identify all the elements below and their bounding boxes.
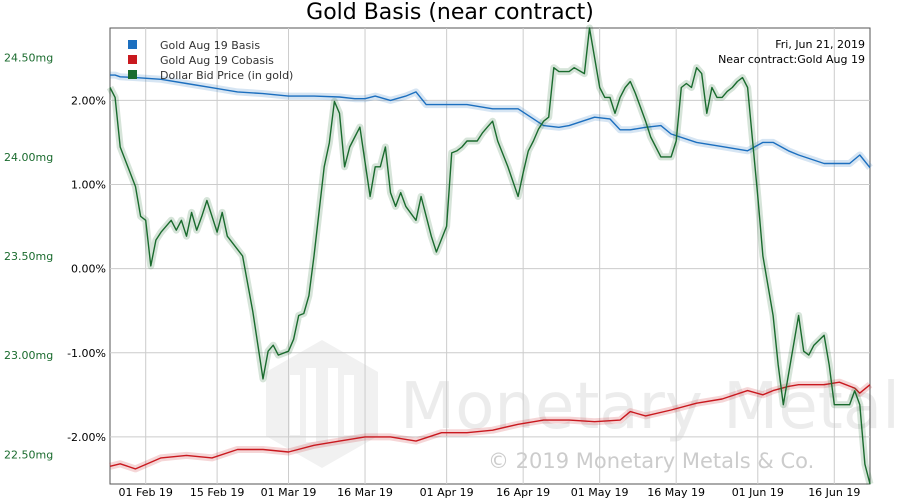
legend: Gold Aug 19 Basis Gold Aug 19 Cobasis Doll… [128,39,293,82]
watermark-logo-icon [266,340,378,468]
legend-label: Gold Aug 19 Cobasis [160,54,274,67]
left-axis-tick-label: 24.00mg [4,151,53,164]
x-axis-tick-label: 16 May 19 [647,486,705,499]
chart-title: Gold Basis (near contract) [306,0,594,25]
series-line [110,74,871,169]
x-axis: 01 Feb 19 15 Feb 19 01 Mar 19 16 Mar 19 01 A… [118,486,860,499]
series-2 [106,24,874,485]
annotation-date: Fri, Jun 21, 2019 [775,38,865,51]
legend-label: Dollar Bid Price (in gold) [160,69,293,82]
series-line [109,27,871,485]
series-0 [110,71,873,170]
watermark-copyright: © 2019 Monetary Metals & Co. [488,449,814,473]
x-axis-tick-label: 16 Apr 19 [496,486,550,499]
legend-swatch [128,40,137,49]
right-axis-tick-label: 2.00% [71,94,106,107]
annotation-contract: Near contract:Gold Aug 19 [718,53,865,66]
x-axis-tick-label: 01 Mar 19 [261,486,317,499]
right-axis-tick-label: -1.00% [67,347,106,360]
left-axis-tick-label: 23.00mg [4,349,53,362]
x-axis-tick-label: 16 Jun 19 [808,486,860,499]
x-axis-tick-label: 15 Feb 19 [190,486,244,499]
legend-label: Gold Aug 19 Basis [160,39,260,52]
x-axis-tick-label: 16 Mar 19 [337,486,393,499]
x-axis-tick-label: 01 Feb 19 [118,486,172,499]
legend-swatch [128,55,137,64]
x-axis-tick-label: 01 Jun 19 [732,486,784,499]
left-axis-tick-label: 22.50mg [4,448,53,461]
right-axis-tick-label: 1.00% [71,178,106,191]
left-axis-tick-label: 24.50mg [4,52,53,65]
x-axis-tick-label: 01 Apr 19 [420,486,474,499]
right-axis-tick-label: -2.00% [67,431,106,444]
plot-area [109,27,871,485]
right-axis: -2.00% -1.00% 0.00% 1.00% 2.00% [67,94,106,444]
x-axis-tick-label: 01 May 19 [571,486,629,499]
legend-swatch [128,70,137,79]
right-axis-tick-label: 0.00% [71,263,106,276]
series-layer [106,24,874,485]
left-axis-tick-label: 23.50mg [4,250,53,263]
left-axis: 22.50mg 23.00mg 23.50mg 24.00mg 24.50mg [4,52,53,462]
